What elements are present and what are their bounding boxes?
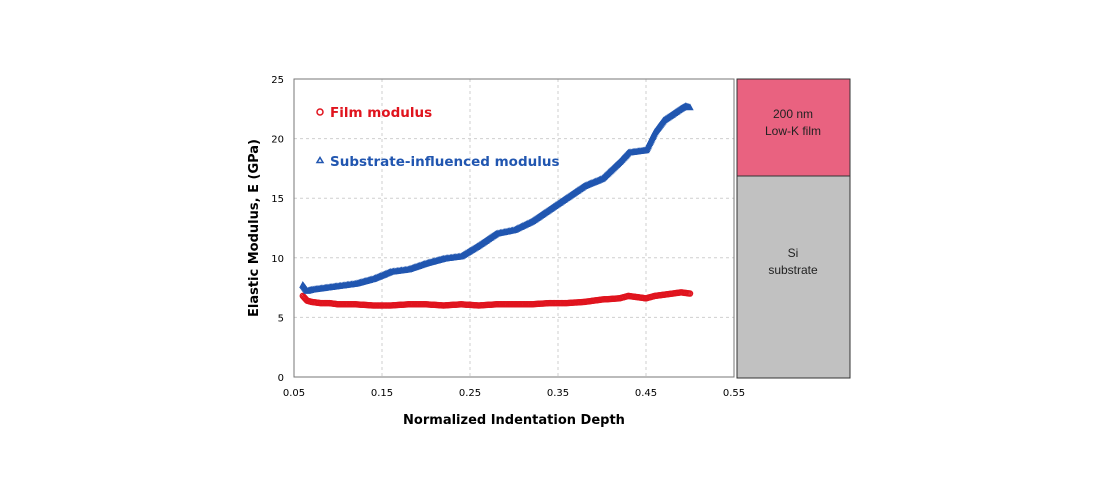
x-axis-title: Normalized Indentation Depth bbox=[403, 413, 625, 428]
data-point bbox=[686, 290, 694, 297]
series-film-modulus bbox=[299, 289, 694, 309]
series-substrate-influenced-modulus bbox=[299, 102, 694, 294]
grid-lines bbox=[294, 79, 734, 377]
film-material-label: Low-K film bbox=[765, 124, 821, 138]
x-tick-label: 0.55 bbox=[723, 388, 745, 399]
y-tick-label: 5 bbox=[278, 313, 284, 324]
layer-stack-diagram: 200 nm Low-K film Si substrate bbox=[736, 78, 851, 379]
plot-area-frame bbox=[293, 78, 735, 378]
y-tick-label: 10 bbox=[271, 254, 284, 265]
x-tick-label: 0.45 bbox=[635, 388, 657, 399]
substrate-type-label: substrate bbox=[768, 263, 818, 277]
y-tick-label: 15 bbox=[271, 194, 284, 205]
data-point bbox=[686, 103, 694, 111]
x-tick-label: 0.35 bbox=[547, 388, 569, 399]
substrate-layer bbox=[736, 175, 851, 379]
y-tick-label: 25 bbox=[271, 75, 284, 86]
legend-marker-film bbox=[316, 108, 324, 116]
y-axis-title: Elastic Modulus, E (GPa) bbox=[247, 139, 262, 317]
data-series bbox=[299, 102, 694, 309]
x-tick-label: 0.25 bbox=[459, 388, 481, 399]
legend-label-substrate: Substrate-influenced modulus bbox=[330, 154, 560, 170]
film-layer bbox=[736, 78, 851, 177]
x-tick-label: 0.15 bbox=[371, 388, 393, 399]
y-tick-label: 20 bbox=[271, 135, 284, 146]
y-tick-label: 0 bbox=[278, 373, 284, 384]
x-tick-label: 0.05 bbox=[283, 388, 305, 399]
legend: Film modulus Substrate-influenced modulu… bbox=[315, 105, 560, 170]
legend-marker-substrate bbox=[315, 156, 325, 164]
film-thickness-label: 200 nm bbox=[773, 107, 813, 121]
axis-ticks: 0.05 0.15 0.25 0.35 0.45 0.55 0 5 10 15 20 25 bbox=[271, 75, 745, 399]
legend-label-film: Film modulus bbox=[330, 105, 432, 121]
substrate-material-label: Si bbox=[788, 246, 799, 260]
